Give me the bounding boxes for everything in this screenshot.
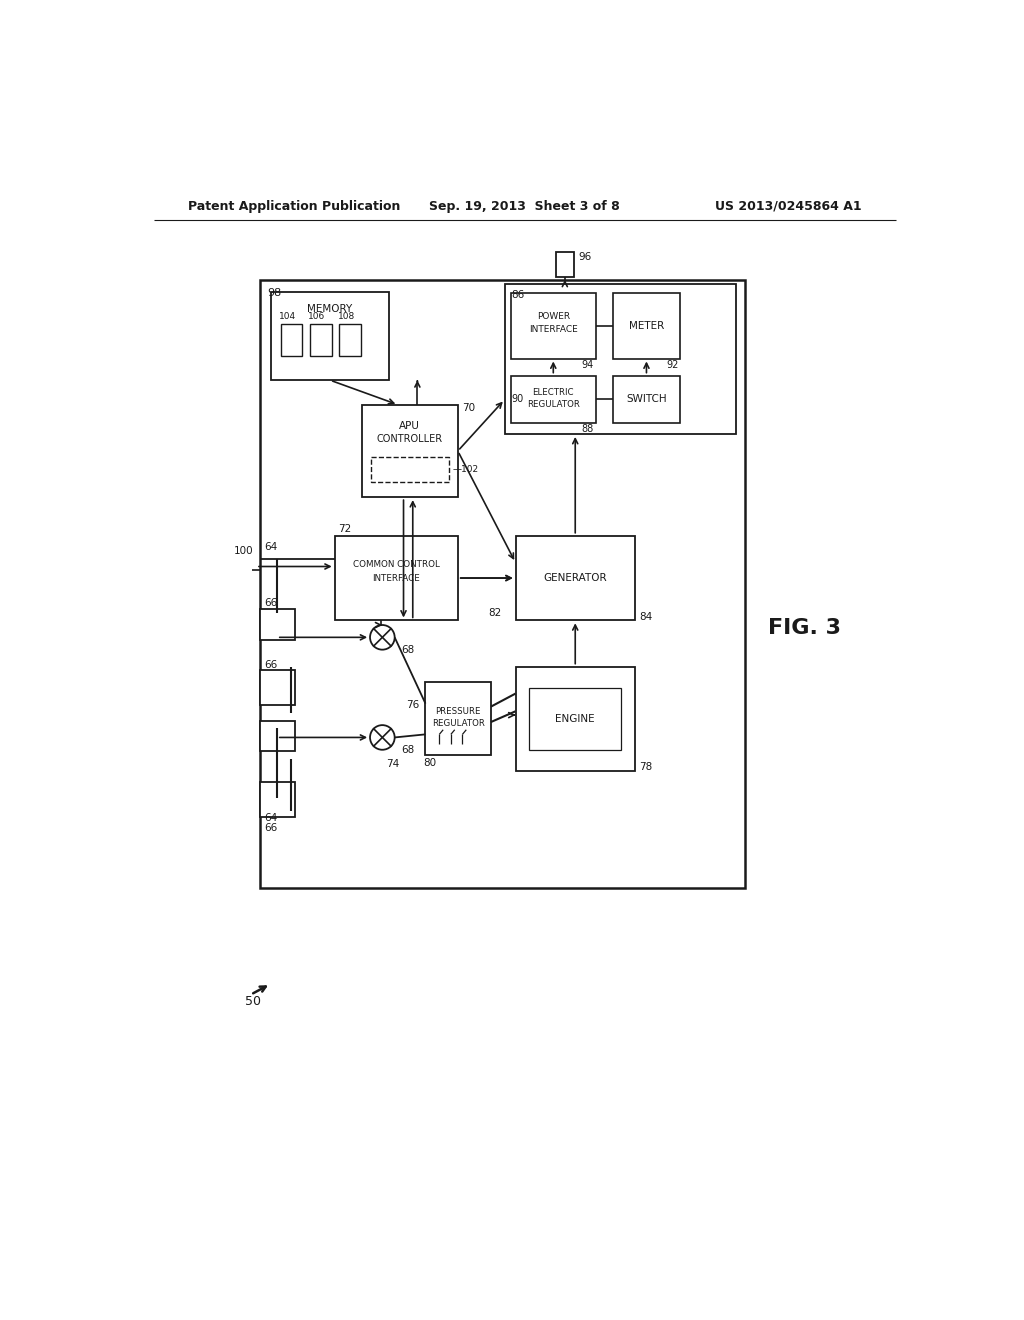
Text: 96: 96 [579, 252, 592, 261]
Bar [335, 536, 458, 620]
Text: 72: 72 [339, 524, 351, 535]
Text: 90: 90 [511, 395, 523, 404]
Text: —102: —102 [453, 465, 478, 474]
Text: US 2013/0245864 A1: US 2013/0245864 A1 [716, 199, 862, 213]
Text: 78: 78 [639, 762, 652, 772]
Bar [281, 323, 302, 356]
Text: 88: 88 [582, 425, 594, 434]
Bar [529, 688, 621, 750]
Text: 70: 70 [462, 404, 475, 413]
Bar [260, 671, 295, 705]
Bar [425, 682, 490, 755]
Text: CONTROLLER: CONTROLLER [377, 434, 442, 445]
Bar [612, 376, 680, 424]
Text: 66: 66 [264, 824, 278, 833]
Bar [556, 252, 574, 277]
Text: 108: 108 [338, 312, 355, 321]
Text: 98: 98 [267, 288, 282, 298]
Text: POWER: POWER [537, 312, 569, 321]
Text: METER: METER [629, 321, 665, 331]
Bar [339, 323, 360, 356]
Bar [260, 721, 295, 751]
Text: 76: 76 [407, 700, 419, 710]
Text: APU: APU [399, 421, 420, 432]
Text: 86: 86 [511, 290, 524, 300]
Text: INTERFACE: INTERFACE [529, 325, 578, 334]
Text: COMMON CONTROL: COMMON CONTROL [353, 561, 439, 569]
Text: 106: 106 [308, 312, 326, 321]
Bar [310, 323, 332, 356]
Circle shape [370, 626, 394, 649]
Bar [612, 293, 680, 359]
Text: 94: 94 [582, 360, 594, 370]
Bar [371, 457, 449, 482]
Text: 80: 80 [423, 758, 436, 768]
Text: SWITCH: SWITCH [626, 395, 667, 404]
Bar [511, 376, 596, 424]
Bar [505, 284, 736, 434]
Bar [260, 609, 295, 640]
Text: 82: 82 [488, 607, 502, 618]
Text: 64: 64 [264, 543, 278, 552]
Text: Sep. 19, 2013  Sheet 3 of 8: Sep. 19, 2013 Sheet 3 of 8 [429, 199, 621, 213]
Text: 74: 74 [386, 759, 399, 770]
Text: ENGINE: ENGINE [555, 714, 595, 723]
Text: 66: 66 [264, 598, 278, 609]
Bar [260, 280, 745, 888]
Text: 104: 104 [280, 312, 296, 321]
Text: REGULATOR: REGULATOR [527, 400, 580, 409]
Text: FIG. 3: FIG. 3 [768, 618, 841, 638]
Bar [260, 781, 295, 817]
Text: 100: 100 [234, 546, 254, 556]
Bar [515, 667, 635, 771]
Text: 66: 66 [264, 660, 278, 671]
Text: 64: 64 [264, 813, 278, 822]
Text: PRESSURE: PRESSURE [435, 706, 481, 715]
Text: 68: 68 [400, 644, 414, 655]
Text: Patent Application Publication: Patent Application Publication [188, 199, 400, 213]
Text: 68: 68 [400, 744, 414, 755]
Text: 84: 84 [639, 611, 652, 622]
Bar [361, 405, 458, 498]
Text: GENERATOR: GENERATOR [544, 573, 607, 583]
Text: ELECTRIC: ELECTRIC [532, 388, 574, 397]
Text: INTERFACE: INTERFACE [373, 574, 420, 582]
Bar [515, 536, 635, 620]
Bar [271, 292, 388, 380]
Text: MEMORY: MEMORY [307, 304, 352, 314]
Circle shape [370, 725, 394, 750]
Text: REGULATOR: REGULATOR [432, 719, 484, 729]
Bar [511, 293, 596, 359]
Text: 92: 92 [667, 360, 679, 370]
Text: 50: 50 [245, 995, 260, 1008]
